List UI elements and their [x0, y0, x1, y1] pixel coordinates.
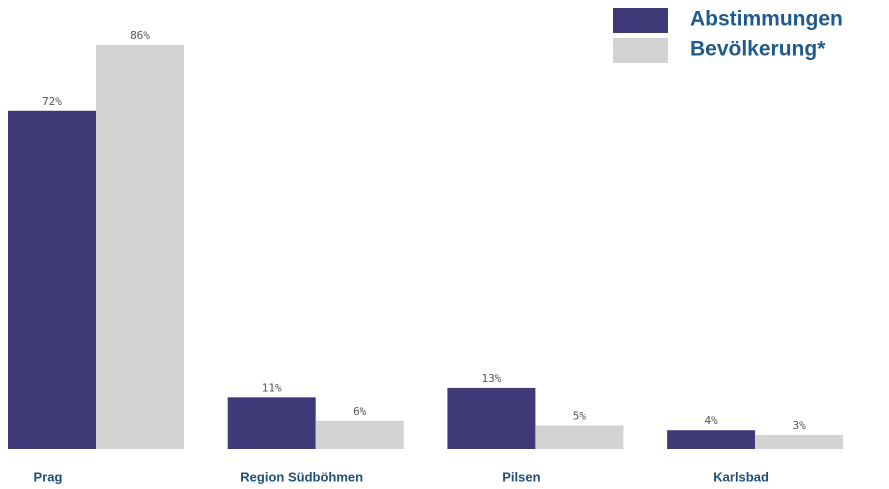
category-label: Prag: [34, 469, 63, 484]
bar: [96, 45, 184, 449]
value-label: 3%: [792, 419, 806, 432]
legend-swatch: [613, 38, 668, 63]
value-label: 86%: [130, 29, 150, 42]
bar: [535, 425, 624, 449]
category-label: Pilsen: [502, 469, 540, 484]
value-label: 4%: [704, 414, 718, 427]
value-label: 11%: [262, 381, 282, 394]
bar: [667, 430, 756, 449]
bar: [755, 434, 844, 449]
value-label: 5%: [573, 410, 587, 423]
bar: [447, 387, 536, 449]
legend-label: Abstimmungen: [690, 8, 843, 31]
value-label: 72%: [42, 95, 62, 108]
bar: [315, 420, 404, 449]
bar: [227, 397, 316, 449]
legend-label: Bevölkerung*: [690, 38, 826, 61]
value-label: 13%: [481, 372, 501, 385]
bar: [8, 110, 96, 449]
legend-swatch: [613, 8, 668, 33]
category-label: Region Südböhmen: [240, 469, 363, 484]
category-label: Karlsbad: [713, 469, 769, 484]
value-label: 6%: [353, 405, 367, 418]
